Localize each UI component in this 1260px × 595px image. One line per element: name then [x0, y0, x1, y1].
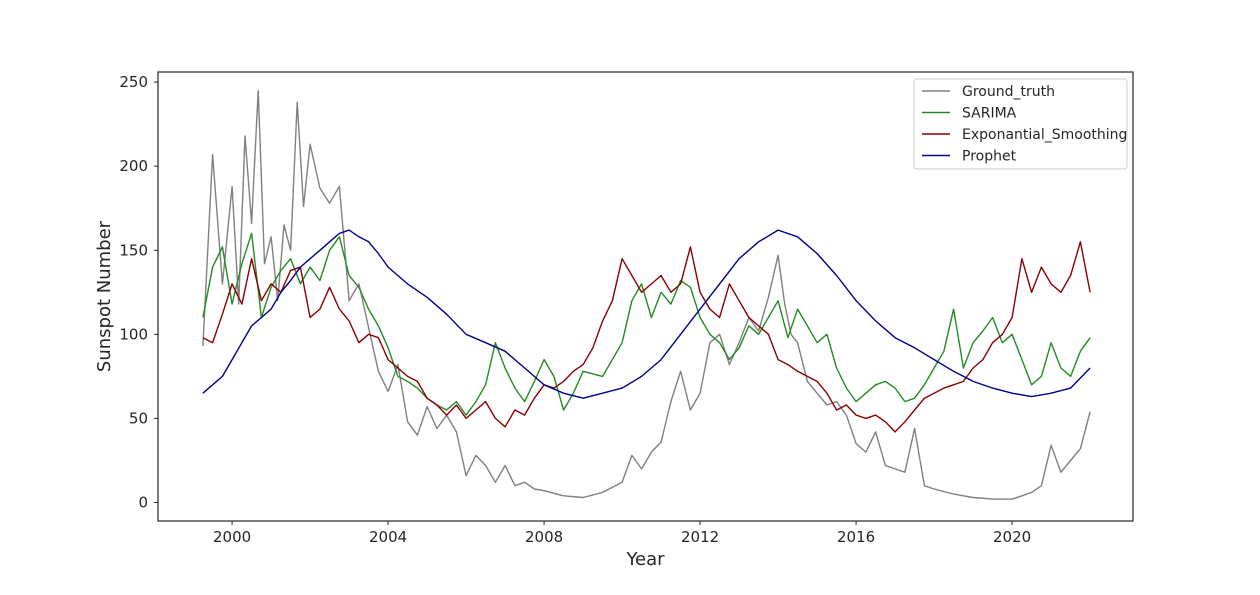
y-tick-label: 250	[119, 73, 148, 91]
x-tick-label: 2016	[837, 528, 875, 546]
y-axis-ticks: 0 50 100 150 200 250	[119, 73, 158, 512]
y-tick-label: 50	[129, 409, 148, 427]
x-tick-label: 2008	[525, 528, 563, 546]
plot-frame	[157, 71, 1134, 522]
series-line-2	[202, 241, 1091, 433]
x-tick-label: 2020	[993, 528, 1031, 546]
x-tick-label: 2004	[369, 528, 407, 546]
y-tick-label: 150	[119, 241, 148, 259]
x-tick-label: 2012	[681, 528, 719, 546]
y-tick-label: 0	[138, 494, 148, 512]
legend: Ground_truth SARIMA Exponantial_Smoothing P…	[913, 78, 1128, 170]
legend-box	[913, 78, 1128, 170]
series-layer	[202, 89, 1091, 500]
legend-label: SARIMA	[962, 106, 1017, 122]
x-axis-title: Year	[625, 549, 665, 570]
y-tick-label: 200	[119, 157, 148, 175]
series-line-0	[202, 89, 1091, 500]
series-line-1	[202, 232, 1091, 416]
x-axis-ticks: 2000 2004 2008 2012 2016 2020	[213, 521, 1031, 546]
y-axis-title: Sunspot Number	[94, 220, 115, 372]
legend-label: Prophet	[962, 149, 1017, 165]
series-line-3	[202, 229, 1091, 399]
y-tick-label: 100	[119, 325, 148, 343]
legend-label: Ground_truth	[962, 84, 1055, 100]
legend-label: Exponantial_Smoothing	[962, 127, 1127, 143]
x-tick-label: 2000	[213, 528, 251, 546]
